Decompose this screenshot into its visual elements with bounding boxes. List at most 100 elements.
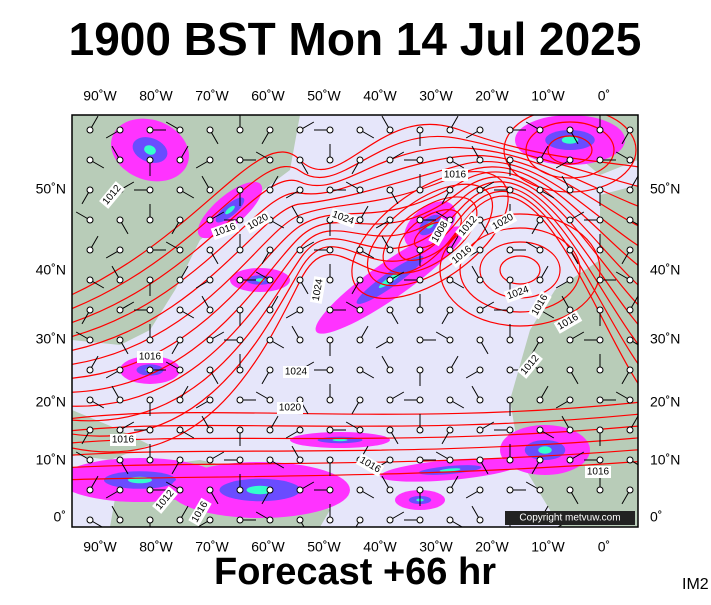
station [266, 126, 274, 134]
station [416, 186, 424, 194]
station [116, 246, 124, 254]
station [596, 126, 604, 134]
station [626, 366, 634, 374]
station [116, 156, 124, 164]
station [506, 396, 514, 404]
title: 1900 BST Mon 14 Jul 2025 [69, 13, 642, 65]
station [206, 156, 214, 164]
station [476, 456, 484, 464]
station [236, 246, 244, 254]
station [626, 156, 634, 164]
station [476, 516, 484, 524]
station [386, 216, 394, 224]
lon-label-bottom: 0˚ [598, 539, 610, 555]
station [596, 456, 604, 464]
station [536, 156, 544, 164]
station [146, 426, 154, 434]
station [506, 276, 514, 284]
lat-label-right: 10˚N [650, 452, 680, 468]
lon-label-bottom: 30˚W [419, 539, 453, 555]
station [566, 186, 574, 194]
station [476, 126, 484, 134]
station [506, 156, 514, 164]
station [176, 456, 184, 464]
lat-label-left: 30˚N [36, 331, 66, 347]
isobar-label-box [528, 290, 552, 320]
station [86, 516, 94, 524]
isobar [459, 227, 581, 313]
isobar [439, 213, 601, 327]
isobar-label-text: 1016 [587, 467, 610, 478]
station [146, 396, 154, 404]
isobar-label-box [428, 217, 452, 247]
lon-label-top: 70˚W [195, 88, 229, 104]
station [86, 216, 94, 224]
station [86, 186, 94, 194]
isobar-label-text: 1016 [112, 435, 135, 446]
isobar [72, 190, 638, 437]
station [566, 246, 574, 254]
very-heavy-rain [246, 485, 274, 495]
station [476, 156, 484, 164]
station [506, 336, 514, 344]
station [266, 516, 274, 524]
station [566, 456, 574, 464]
station [206, 126, 214, 134]
station [116, 126, 124, 134]
station [326, 426, 334, 434]
station [536, 186, 544, 194]
station [266, 306, 274, 314]
isobar-label-box [553, 310, 583, 334]
station [266, 156, 274, 164]
station [176, 306, 184, 314]
station [326, 126, 334, 134]
station [386, 366, 394, 374]
station [416, 366, 424, 374]
station [236, 306, 244, 314]
station [356, 366, 364, 374]
station [596, 306, 604, 314]
station [416, 336, 424, 344]
isobar-label-box [243, 210, 273, 234]
station [356, 186, 364, 194]
isobar-label-box [442, 169, 468, 181]
station [626, 246, 634, 254]
station [416, 246, 424, 254]
station [566, 216, 574, 224]
lat-label-left: 20˚N [36, 394, 66, 410]
station [596, 246, 604, 254]
lon-label-top: 50˚W [307, 88, 341, 104]
station [116, 456, 124, 464]
station [476, 186, 484, 194]
station [326, 336, 334, 344]
isobar-label-box [277, 402, 303, 414]
station [566, 336, 574, 344]
isobar-label-box [110, 434, 136, 446]
station [506, 456, 514, 464]
station [416, 426, 424, 434]
isobar [72, 123, 638, 296]
lon-label-bottom: 40˚W [363, 539, 397, 555]
image-code: IM2 [682, 576, 709, 593]
lon-label-top: 0˚ [598, 88, 610, 104]
station [596, 216, 604, 224]
isobar [72, 437, 638, 456]
station [446, 396, 454, 404]
station [86, 396, 94, 404]
isobar-label: 1024 [309, 276, 327, 304]
station [446, 276, 454, 284]
station [356, 156, 364, 164]
isobar-label-text: 1024 [285, 367, 308, 378]
isobar-label-text: 1024 [311, 278, 326, 302]
lat-label-right: 40˚N [650, 262, 680, 278]
copyright-box [505, 511, 635, 525]
station [356, 246, 364, 254]
station [86, 276, 94, 284]
lat-label-right: 20˚N [650, 394, 680, 410]
lon-label-top: 20˚W [475, 88, 509, 104]
station [236, 186, 244, 194]
station [416, 456, 424, 464]
station [566, 396, 574, 404]
isobar-label: 1016 [110, 434, 136, 446]
station [146, 366, 154, 374]
